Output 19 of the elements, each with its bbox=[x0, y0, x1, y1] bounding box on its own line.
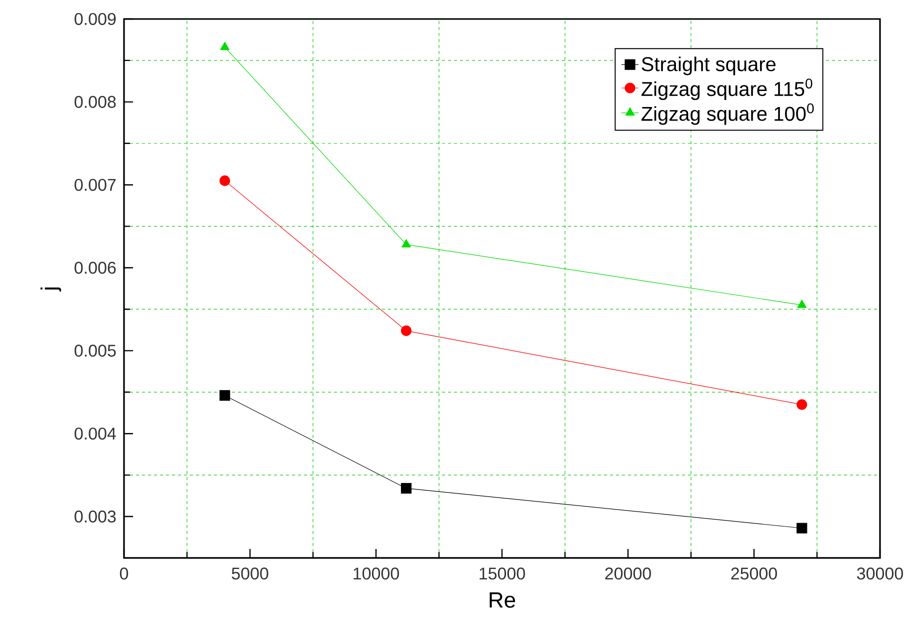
legend-label: Zigzag square 100$^{0}$ bbox=[641, 103, 814, 125]
y-tick-label: 0.004 bbox=[74, 428, 116, 440]
y-tick-label: 0.007 bbox=[74, 178, 116, 191]
x-tick-label: 0 bbox=[120, 568, 128, 580]
y-tick-label: 0.003 bbox=[74, 510, 116, 523]
y-axis-title: j bbox=[40, 288, 62, 292]
y-tick-label: 0.005 bbox=[74, 344, 116, 357]
x-tick-label: 15000 bbox=[480, 568, 525, 580]
x-tick-label: 5000 bbox=[232, 568, 268, 580]
y-tick-label: 0.006 bbox=[74, 262, 116, 274]
legend-label: Straight square bbox=[642, 56, 776, 76]
x-tick-label: 30000 bbox=[857, 568, 903, 580]
x-axis-title: Re bbox=[490, 592, 516, 608]
x-tick-label: 25000 bbox=[731, 568, 777, 580]
y-tick-label: 0.008 bbox=[74, 96, 116, 108]
y-tick-label: 0.009 bbox=[74, 12, 116, 26]
x-tick-label: 20000 bbox=[605, 568, 651, 580]
legend-label: Zigzag square 115$^{0}$ bbox=[641, 78, 812, 100]
x-tick-label: 10000 bbox=[354, 568, 399, 580]
